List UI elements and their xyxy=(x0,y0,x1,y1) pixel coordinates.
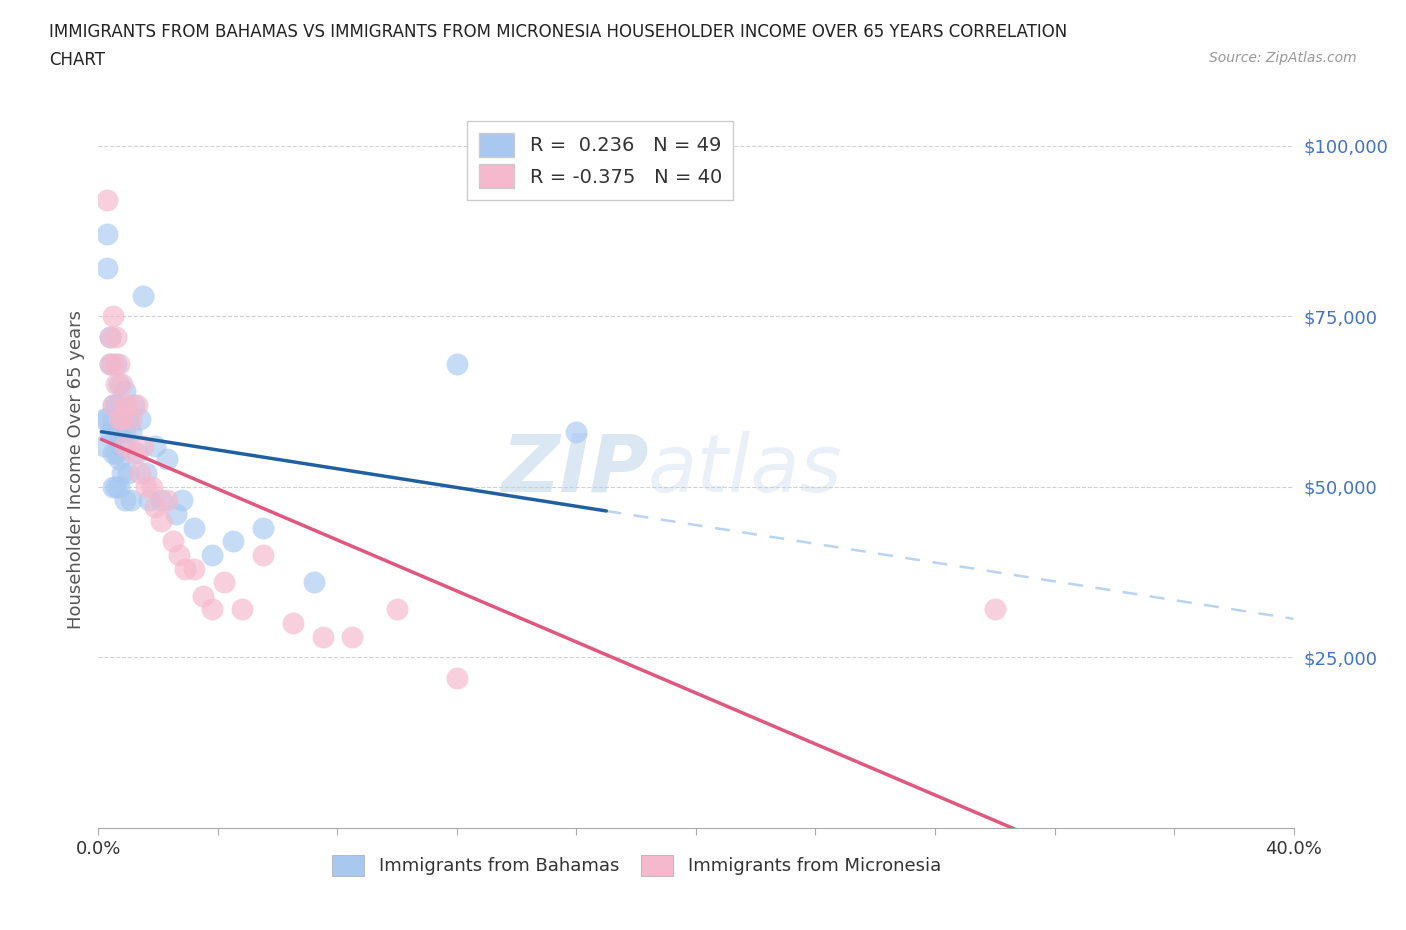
Point xyxy=(108,411,131,426)
Point xyxy=(108,425,131,440)
Point xyxy=(105,397,128,412)
Point xyxy=(174,561,197,576)
Point xyxy=(105,445,128,460)
Point xyxy=(138,493,160,508)
Point xyxy=(129,466,152,481)
Point xyxy=(183,561,205,576)
Point xyxy=(98,329,122,344)
Point xyxy=(103,479,125,494)
Point xyxy=(150,493,173,508)
Point xyxy=(103,411,125,426)
Point xyxy=(98,329,122,344)
Point xyxy=(201,548,224,563)
Point xyxy=(172,493,194,508)
Point xyxy=(108,356,131,371)
Point xyxy=(117,397,139,412)
Point xyxy=(105,329,128,344)
Point xyxy=(114,384,136,399)
Point xyxy=(111,411,134,426)
Point xyxy=(143,499,166,514)
Point xyxy=(165,507,187,522)
Point xyxy=(108,452,131,467)
Point xyxy=(135,466,157,481)
Point xyxy=(98,356,122,371)
Point xyxy=(167,548,190,563)
Point xyxy=(984,602,1007,617)
Point xyxy=(93,438,115,453)
Point xyxy=(111,411,134,426)
Point xyxy=(201,602,224,617)
Point xyxy=(108,479,131,494)
Point xyxy=(156,452,179,467)
Text: Source: ZipAtlas.com: Source: ZipAtlas.com xyxy=(1209,51,1357,65)
Y-axis label: Householder Income Over 65 years: Householder Income Over 65 years xyxy=(66,310,84,630)
Text: atlas: atlas xyxy=(648,431,844,509)
Point xyxy=(342,630,364,644)
Point xyxy=(302,575,325,590)
Point xyxy=(105,479,128,494)
Text: CHART: CHART xyxy=(49,51,105,69)
Point xyxy=(124,397,146,412)
Point xyxy=(98,425,122,440)
Point xyxy=(129,411,152,426)
Text: IMMIGRANTS FROM BAHAMAS VS IMMIGRANTS FROM MICRONESIA HOUSEHOLDER INCOME OVER 65: IMMIGRANTS FROM BAHAMAS VS IMMIGRANTS FR… xyxy=(49,23,1067,41)
Point xyxy=(103,356,125,371)
Point xyxy=(135,479,157,494)
Point xyxy=(127,397,149,412)
Point xyxy=(117,411,139,426)
Point xyxy=(156,493,179,508)
Point xyxy=(191,589,214,604)
Point xyxy=(120,411,142,426)
Point xyxy=(103,397,125,412)
Point xyxy=(120,425,142,440)
Point xyxy=(96,227,118,242)
Point xyxy=(311,630,333,644)
Text: ZIP: ZIP xyxy=(501,431,648,509)
Point xyxy=(132,288,155,303)
Point xyxy=(385,602,409,617)
Point xyxy=(96,193,118,207)
Point xyxy=(96,411,118,426)
Point xyxy=(96,261,118,276)
Point xyxy=(150,513,173,528)
Point xyxy=(114,425,136,440)
Legend: Immigrants from Bahamas, Immigrants from Micronesia: Immigrants from Bahamas, Immigrants from… xyxy=(325,848,948,884)
Point xyxy=(114,438,136,453)
Point xyxy=(212,575,235,590)
Point xyxy=(124,445,146,460)
Point xyxy=(103,309,125,324)
Point xyxy=(108,377,131,392)
Point xyxy=(114,493,136,508)
Point xyxy=(111,377,134,392)
Point xyxy=(446,356,468,371)
Point xyxy=(105,377,128,392)
Point xyxy=(231,602,253,617)
Point xyxy=(252,548,274,563)
Point xyxy=(114,397,136,412)
Point xyxy=(111,438,134,453)
Point xyxy=(103,397,125,412)
Point xyxy=(105,425,128,440)
Point xyxy=(127,445,149,460)
Point xyxy=(103,445,125,460)
Point xyxy=(105,356,128,371)
Point xyxy=(252,520,274,535)
Point xyxy=(111,466,134,481)
Point xyxy=(565,425,588,440)
Point xyxy=(141,479,163,494)
Point xyxy=(281,616,304,631)
Point xyxy=(446,671,468,685)
Point xyxy=(132,438,155,453)
Point xyxy=(162,534,184,549)
Point xyxy=(222,534,245,549)
Point xyxy=(93,411,115,426)
Point xyxy=(117,466,139,481)
Point xyxy=(183,520,205,535)
Point xyxy=(143,438,166,453)
Point xyxy=(98,356,122,371)
Point xyxy=(120,493,142,508)
